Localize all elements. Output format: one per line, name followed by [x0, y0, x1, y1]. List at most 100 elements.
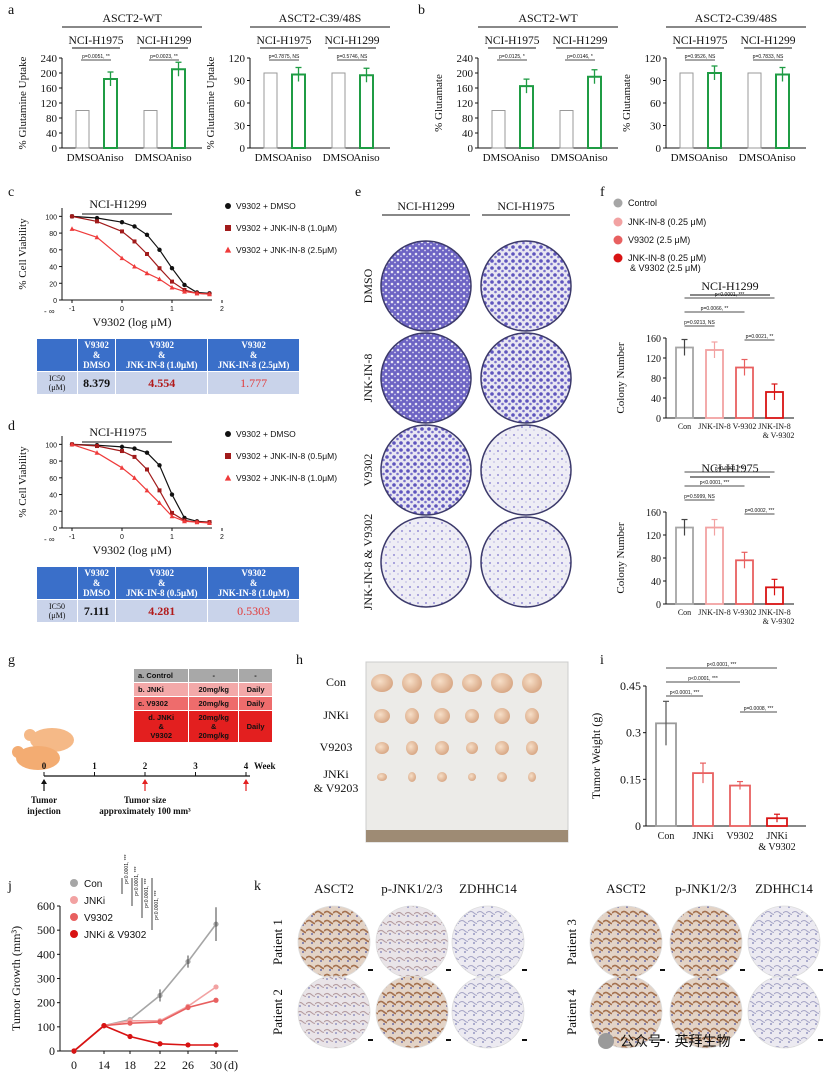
ihc-core — [375, 905, 449, 979]
tumor-specimen — [435, 741, 449, 755]
panel-letter-f: f — [600, 185, 605, 200]
p-value: p<0.0001, *** — [134, 866, 140, 896]
tumor-row-label: JNKi — [323, 767, 349, 781]
group-freq: - — [238, 668, 273, 683]
p-value: p=0.0008, *** — [744, 706, 774, 712]
x-tick-label: Aniso — [581, 152, 608, 164]
cell-line-label: NCI-H1299 — [137, 35, 192, 47]
legend-label: JNK-IN-8 (0.25 μM) — [628, 253, 706, 263]
colony-plate — [480, 424, 572, 516]
x-tick-label: Con — [678, 608, 691, 617]
x-tick-label: DMSO — [671, 152, 703, 164]
data-point — [120, 449, 124, 454]
legend-marker — [224, 246, 232, 253]
data-point — [169, 284, 175, 290]
plate-row-label: JNK-IN-8 & V9302 — [361, 514, 375, 610]
data-point — [157, 247, 162, 253]
y-tick-label: 0 — [53, 526, 57, 533]
y-axis-label: Colony Number — [615, 522, 627, 594]
arrow-head — [41, 779, 47, 784]
annotation-text: Tumor size — [124, 795, 166, 805]
data-point — [95, 219, 99, 224]
x-tick-label: 22 — [154, 1058, 166, 1072]
x-tick-label: 14 — [98, 1058, 110, 1072]
ihc-core — [747, 975, 821, 1049]
p-value: p=0.5746, NS — [337, 54, 368, 60]
panel-ab-bars: ASCT2-WT % Glutamine Uptake 0 40 80 120 160 200… — [17, 11, 806, 164]
x-tick-label: Aniso — [769, 152, 796, 164]
patient-label: Patient 2 — [270, 989, 285, 1035]
scale-bar — [368, 1039, 373, 1041]
bar — [291, 73, 306, 149]
tumor-specimen — [528, 772, 536, 782]
legend-marker — [225, 431, 231, 437]
bar — [729, 784, 751, 827]
table-header: V9302 & JNK-IN-8 (1.0μM) — [207, 566, 300, 600]
ihc-column-label: ASCT2 — [314, 881, 354, 896]
legend-label: V9302 + JNK-IN-8 (1.0μM) — [236, 473, 337, 483]
p-value: p=0.0021, ** — [746, 334, 774, 340]
legend-marker — [613, 253, 623, 263]
chart-title: ASCT2-C39/48S — [279, 11, 362, 25]
data-point — [95, 444, 99, 449]
plate-row-label: V9302 — [361, 454, 375, 487]
ihc-core — [669, 905, 743, 979]
ihc-column-label: ZDHHC14 — [755, 881, 813, 896]
annotation-text: approximately 100 mm³ — [99, 806, 191, 816]
ihc-core — [297, 975, 371, 1049]
colony-plate — [380, 240, 472, 332]
y-tick-label: 200 — [37, 996, 55, 1010]
panel-letter-a: a — [8, 3, 15, 18]
legend-label: JNKi & V9302 — [84, 930, 147, 941]
tumor-specimen — [491, 673, 513, 693]
tumor-specimen — [406, 741, 418, 755]
group-label: c. V9302 — [132, 696, 190, 711]
mouse-icon — [12, 746, 24, 758]
x-axis-label: V9302 (log μM) — [92, 543, 171, 557]
legend-marker — [613, 198, 623, 208]
ic50-value: 0.5303 — [207, 599, 300, 623]
x-tick-label: DMSO — [483, 152, 515, 164]
cell-line-label: NCI-H1299 — [325, 35, 380, 47]
y-tick-label: 300 — [37, 972, 55, 986]
panel-cd-curves: NCI-H1299 % Cell Viability V9302 (log μM) 0… — [17, 197, 337, 557]
data-point — [169, 492, 175, 497]
p-value: p=0.9213, NS — [684, 320, 715, 326]
legend-marker — [225, 225, 231, 231]
x-tick-label: -1 — [69, 534, 75, 541]
x-tick-label: 1 — [170, 534, 174, 541]
bar — [491, 110, 506, 149]
x-tick-label: - ∞ — [44, 307, 55, 316]
y-tick-label: 500 — [37, 923, 55, 937]
data-point — [157, 266, 162, 271]
colony-plate — [480, 332, 572, 424]
data-point — [145, 467, 149, 472]
x-tick-label: Con — [658, 831, 675, 842]
ic50-value: 4.554 — [115, 371, 209, 395]
x-tick-label: DMSO — [135, 152, 167, 164]
bar — [707, 72, 722, 149]
plate-row-label: JNK-IN-8 — [361, 354, 375, 403]
p-value: p=0.0125, * — [499, 54, 525, 60]
panel-f-colony: Control JNK-IN-8 (0.25 μM) V9302 (2.5 μM) J… — [613, 198, 794, 626]
group-dose: 20mg/kg — [188, 682, 240, 697]
scale-bar — [818, 969, 823, 971]
tumor-row-label: & V9203 — [314, 781, 359, 795]
legend-label: Con — [84, 879, 102, 890]
y-tick-label: 60 — [49, 248, 57, 255]
tumor-row-label: JNKi — [323, 708, 349, 722]
panel-letter-k: k — [254, 879, 261, 894]
x-tick-label: JNK-IN-8 — [758, 422, 790, 431]
tumor-specimen — [434, 708, 450, 724]
data-point — [157, 488, 162, 493]
p-value: p=0.0051, ** — [82, 54, 110, 60]
cell-line-label: NCI-H1975 — [673, 35, 728, 47]
y-tick-label: 20 — [49, 509, 57, 516]
data-point — [213, 1042, 219, 1048]
x-tick-label: 0 — [120, 306, 124, 313]
y-tick-label: 120 — [229, 53, 246, 65]
timeline-label: 2 — [143, 761, 148, 771]
y-tick-label: 0 — [635, 819, 641, 833]
scale-bar — [522, 1039, 527, 1041]
series-line — [71, 443, 210, 523]
